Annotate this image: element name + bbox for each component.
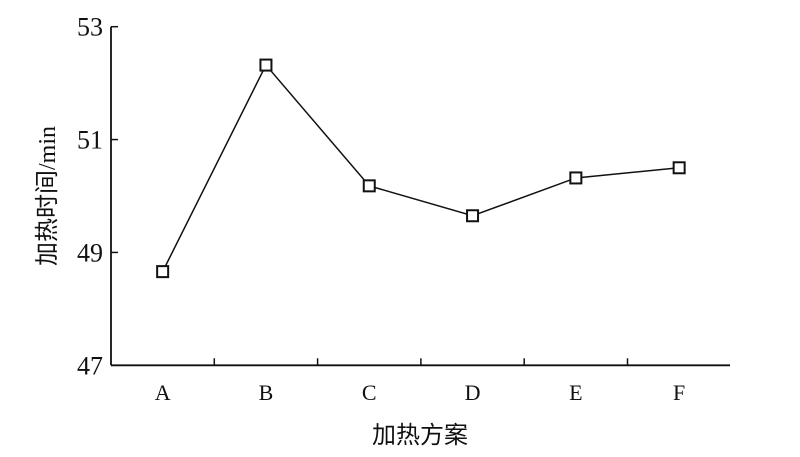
y-tick-label: 49 — [77, 238, 103, 267]
x-tick-label: D — [465, 380, 481, 405]
x-axis-label: 加热方案 — [372, 422, 468, 449]
x-tick-label: B — [259, 380, 274, 405]
x-tick-label: E — [569, 380, 582, 405]
data-point-marker — [156, 265, 170, 279]
axes: 47 49 51 53 A B C D E F — [77, 13, 730, 405]
y-tick-label: 47 — [77, 351, 103, 380]
y-axis-label: 加热时间/min — [34, 126, 61, 266]
x-tick-label: A — [155, 380, 171, 405]
data-point-marker — [362, 179, 376, 193]
x-tick-label: C — [362, 380, 377, 405]
y-tick-label: 51 — [77, 126, 103, 155]
data-point-marker — [466, 209, 480, 223]
data-point-marker — [672, 161, 686, 175]
x-tick-label: F — [673, 380, 685, 405]
series-line — [161, 63, 680, 272]
data-point-marker — [569, 171, 583, 185]
data-point-marker — [259, 58, 273, 72]
y-tick-label: 53 — [77, 13, 103, 42]
series — [156, 58, 686, 279]
